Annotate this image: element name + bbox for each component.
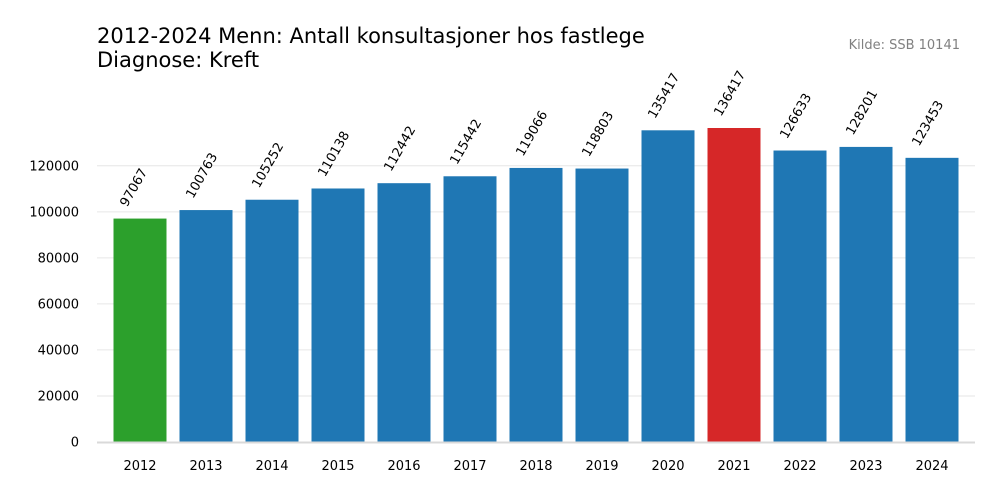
- x-tick-label: 2014: [255, 459, 288, 474]
- x-tick-label: 2017: [453, 459, 486, 474]
- bar-2018: [509, 167, 563, 443]
- x-tick-label: 2013: [189, 459, 222, 474]
- y-tick-label: 80000: [38, 251, 79, 266]
- x-tick-label: 2016: [387, 459, 420, 474]
- bar-2014: [245, 199, 299, 442]
- bar-2017: [443, 176, 497, 442]
- x-tick-label: 2012: [123, 459, 156, 474]
- x-tick-label: 2024: [915, 459, 948, 474]
- bar-2013: [179, 210, 233, 442]
- x-tick-label: 2022: [783, 459, 816, 474]
- data-label-2023: 128201: [843, 87, 881, 137]
- data-label-2020: 135417: [645, 71, 683, 121]
- chart-title-line1: 2012-2024 Menn: Antall konsultasjoner ho…: [97, 24, 645, 48]
- bar-2016: [377, 183, 431, 442]
- data-label-2024: 123453: [909, 98, 947, 148]
- data-label-2018: 119066: [513, 108, 551, 158]
- bar-2019: [575, 168, 629, 442]
- chart-title: 2012-2024 Menn: Antall konsultasjoner ho…: [97, 24, 645, 72]
- y-tick-label: 20000: [38, 389, 79, 404]
- bar-2015: [311, 188, 365, 442]
- data-label-2016: 112442: [381, 124, 419, 174]
- x-axis-ticks: 2012 2013 2014 2015 2016 2017 2018 2019 2020 2021…: [123, 459, 948, 474]
- y-tick-label: 120000: [29, 159, 79, 174]
- bar-2023: [839, 146, 893, 442]
- data-label-2021: 136417: [711, 69, 749, 119]
- bars: [113, 128, 959, 443]
- data-label-2015: 110138: [315, 129, 353, 179]
- y-tick-label: 0: [71, 436, 79, 451]
- bar-2012: [113, 218, 167, 442]
- data-label-2022: 126633: [777, 91, 815, 141]
- y-tick-label: 40000: [38, 343, 79, 358]
- source-note: Kilde: SSB 10141: [848, 38, 960, 53]
- bar-2020: [641, 130, 695, 443]
- y-axis-ticks: 0 20000 40000 60000 80000 100000 120000: [29, 159, 79, 450]
- chart-title-line2: Diagnose: Kreft: [97, 48, 260, 72]
- data-label-2012: 97067: [117, 166, 151, 209]
- y-tick-label: 100000: [29, 205, 79, 220]
- x-tick-label: 2015: [321, 459, 354, 474]
- bar-2021: [707, 128, 761, 442]
- x-tick-label: 2018: [519, 459, 552, 474]
- data-label-2013: 100763: [183, 151, 221, 201]
- bar-2024: [905, 157, 959, 442]
- data-label-2017: 115442: [447, 117, 485, 167]
- x-tick-label: 2020: [651, 459, 684, 474]
- x-tick-label: 2021: [717, 459, 750, 474]
- bar-2022: [773, 150, 827, 442]
- x-tick-label: 2023: [849, 459, 882, 474]
- data-label-2019: 118803: [579, 109, 617, 159]
- y-tick-label: 60000: [38, 297, 79, 312]
- x-tick-label: 2019: [585, 459, 618, 474]
